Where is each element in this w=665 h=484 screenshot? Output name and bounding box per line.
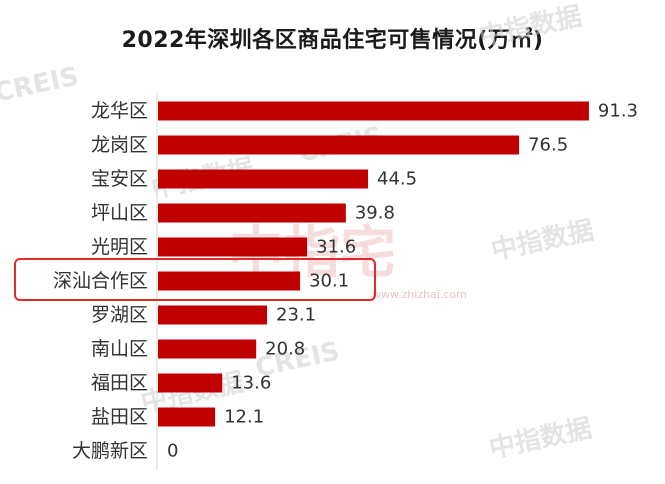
bar-value-label: 91.3 [598,101,638,122]
category-label: 福田区 [91,372,148,394]
highlight-box [14,258,376,301]
bar [158,271,301,291]
bar [158,407,216,427]
category-label: 盐田区 [91,406,148,428]
category-label: 光明区 [91,236,148,258]
bar-value-label: 20.8 [265,339,305,360]
chart-title: 2022年深圳各区商品住宅可售情况(万㎡) [121,28,544,53]
bar-value-label: 12.1 [224,407,264,428]
bar [158,203,346,223]
bar-value-label: 31.6 [316,237,356,258]
category-label: 罗湖区 [91,304,148,326]
category-label: 宝安区 [91,168,148,190]
category-label: 坪山区 [91,202,148,224]
bar-value-label: 0 [167,441,178,462]
bar [158,237,308,257]
bar [158,169,369,189]
bar [158,135,520,155]
bar-value-label: 76.5 [528,135,568,156]
bar-value-label: 39.8 [355,203,395,224]
bar-value-label: 44.5 [377,169,417,190]
category-label: 深汕合作区 [53,270,148,292]
bar-value-label: 13.6 [231,373,271,394]
category-label: 龙华区 [91,100,148,122]
bar-value-label: 23.1 [276,305,316,326]
bar-value-label: 30.1 [309,271,349,292]
category-label: 龙岗区 [91,134,148,156]
category-label: 南山区 [91,338,148,360]
category-label: 大鹏新区 [72,440,148,462]
bar [158,339,257,359]
bar [158,101,589,121]
bar [158,305,268,325]
bar [158,373,223,393]
